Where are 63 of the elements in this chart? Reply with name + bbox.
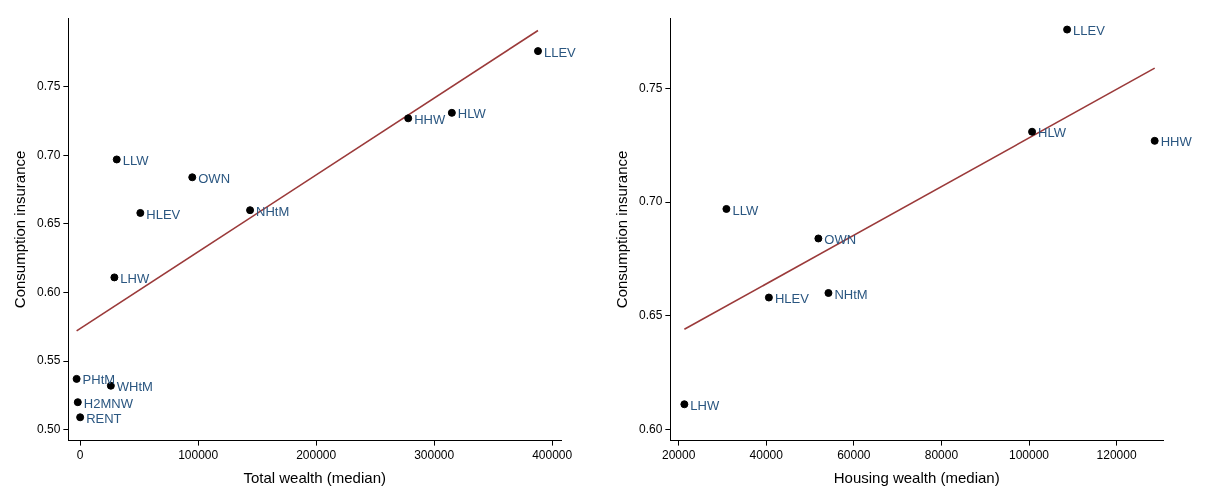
annotation: HLEV [774,291,810,307]
x-tick-label: 100000 [1008,448,1050,463]
y-axis-title: Consumption insurance [11,150,29,309]
point [680,400,689,409]
y-tick-label: 0.70 [37,147,61,162]
annotation: HLW [1038,125,1067,141]
annotation: LLEV [1073,23,1106,39]
y-tick-label: 0.65 [639,308,663,323]
point [447,108,456,117]
point [72,374,81,383]
point [404,114,413,123]
x-tick-label: 200000 [296,448,337,463]
x-tick-label: 120000 [1096,448,1137,463]
annotation: HLW [457,106,487,122]
point [533,47,542,56]
point [1063,25,1072,34]
y-tick-label: 0.60 [37,284,61,299]
point [73,398,82,407]
y-axis-title: Consumption insurance [613,150,631,309]
point [764,293,773,302]
x-tick-label: 300000 [414,448,455,463]
point [136,208,145,217]
annotation: RENT [86,410,122,426]
point [110,273,119,282]
annotation: LLEV [543,44,577,60]
y-tick-label: 0.60 [639,421,663,436]
annotation: WHtM [116,379,153,395]
annotation: HLEV [146,206,181,222]
point [112,155,121,164]
x-axis-title: Total wealth (median) [243,469,386,487]
x-tick-label: 80000 [924,448,959,463]
y-tick-label: 0.65 [37,216,61,231]
y-tick-label: 0.70 [639,194,663,209]
y-tick-label: 0.55 [37,353,61,368]
point [1028,127,1037,136]
annotation: PHtM [82,372,116,388]
point [76,413,85,422]
point [722,204,731,213]
x-tick-label: 100000 [178,448,219,463]
annotation: LHW [120,270,150,286]
annotation: H2MNW [83,395,134,411]
y-tick-label: 0.75 [639,80,663,95]
x-tick-label: 40000 [749,448,784,463]
annotation: LLW [732,202,759,218]
x-axis-title: Housing wealth (median) [833,469,1000,487]
point [246,206,255,215]
annotation: OWN [198,170,231,186]
annotation: NHtM [834,286,868,302]
y-tick-label: 0.75 [37,79,61,94]
annotation: HHW [1160,134,1193,150]
point [188,173,197,182]
x-tick-label: 0 [76,448,84,463]
x-tick-label: 400000 [532,448,573,463]
y-tick-label: 0.50 [37,421,61,436]
annotation: LLW [122,153,150,169]
point [824,288,833,297]
x-tick-label: 20000 [661,448,696,463]
annotation: NHtM [256,203,290,219]
annotation: LHW [690,397,720,413]
point [1150,136,1159,145]
point [814,234,823,243]
annotation: HHW [414,111,446,127]
x-tick-label: 60000 [837,448,871,463]
